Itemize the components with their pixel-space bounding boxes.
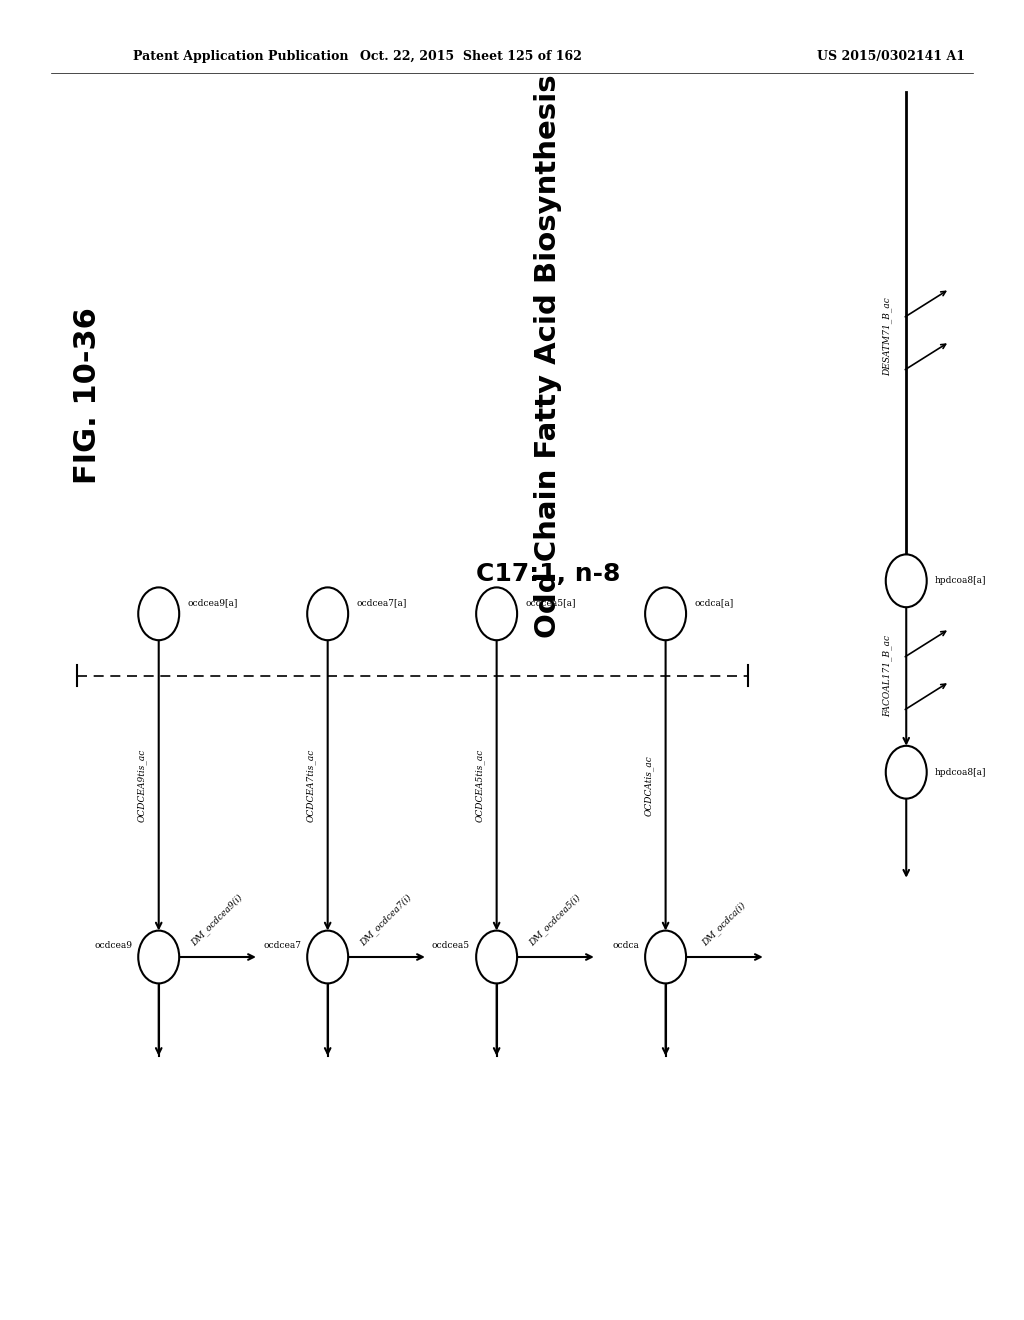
Text: FACOAL171_B_ac: FACOAL171_B_ac xyxy=(883,635,892,718)
Text: OCDCAtis_ac: OCDCAtis_ac xyxy=(644,755,653,816)
Circle shape xyxy=(645,931,686,983)
Text: DM_ocdcea7(i): DM_ocdcea7(i) xyxy=(358,892,414,948)
Text: ocdcea9[a]: ocdcea9[a] xyxy=(187,598,238,607)
Text: ocdcea5[a]: ocdcea5[a] xyxy=(525,598,575,607)
Text: DM_ocdca(i): DM_ocdca(i) xyxy=(700,900,748,948)
Text: ocdcea7: ocdcea7 xyxy=(263,941,301,950)
Circle shape xyxy=(886,554,927,607)
Text: OCDCEA7tis_ac: OCDCEA7tis_ac xyxy=(306,748,315,822)
Circle shape xyxy=(476,931,517,983)
Text: Oct. 22, 2015  Sheet 125 of 162: Oct. 22, 2015 Sheet 125 of 162 xyxy=(360,50,582,63)
Text: ocdcea7[a]: ocdcea7[a] xyxy=(356,598,407,607)
Circle shape xyxy=(138,931,179,983)
Text: ocdcea9: ocdcea9 xyxy=(94,941,132,950)
Text: DESATM71_B_ac: DESATM71_B_ac xyxy=(883,297,892,376)
Text: OCDCEA5tis_ac: OCDCEA5tis_ac xyxy=(475,748,484,822)
Circle shape xyxy=(307,931,348,983)
Circle shape xyxy=(886,746,927,799)
Text: DM_ocdcea9(i): DM_ocdcea9(i) xyxy=(189,892,245,948)
Text: OCDCEA9tis_ac: OCDCEA9tis_ac xyxy=(137,748,146,822)
Text: ocdca[a]: ocdca[a] xyxy=(694,598,733,607)
Text: C17:1, n-8: C17:1, n-8 xyxy=(476,562,620,586)
Text: FIG. 10-36: FIG. 10-36 xyxy=(73,308,101,484)
Text: hpdcoa8[a]: hpdcoa8[a] xyxy=(935,577,986,585)
Circle shape xyxy=(476,587,517,640)
Text: Patent Application Publication: Patent Application Publication xyxy=(133,50,348,63)
Text: US 2015/0302141 A1: US 2015/0302141 A1 xyxy=(817,50,965,63)
Text: ocdcea5: ocdcea5 xyxy=(432,941,470,950)
Circle shape xyxy=(307,587,348,640)
Circle shape xyxy=(138,587,179,640)
Text: ocdca: ocdca xyxy=(612,941,639,950)
Text: Odd Chain Fatty Acid Biosynthesis: Odd Chain Fatty Acid Biosynthesis xyxy=(534,75,562,638)
Text: DM_ocdcea5(i): DM_ocdcea5(i) xyxy=(527,892,583,948)
Circle shape xyxy=(645,587,686,640)
Text: hpdcoa8[a]: hpdcoa8[a] xyxy=(935,768,986,776)
